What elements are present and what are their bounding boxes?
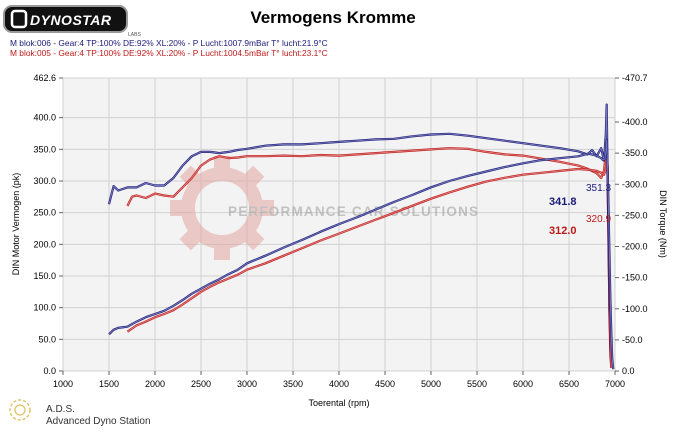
y-tick-label: 400.0	[33, 113, 56, 123]
run2_power-highlight	[127, 148, 612, 368]
y2-tick-label: -250.0	[622, 210, 648, 220]
y2-tick-label: 0.0	[622, 366, 635, 376]
value-label-run1: 351.3	[586, 183, 611, 194]
chart-title: Vermogens Kromme	[250, 8, 415, 27]
y-tick-label: 350.0	[33, 144, 56, 154]
value-label-run1: 341.8	[549, 196, 577, 208]
logo-text: DYNOSTAR	[30, 12, 112, 28]
x-tick-label: 4000	[329, 379, 349, 389]
y2-tick-label: -470.7	[622, 73, 648, 83]
y-tick-label: 50.0	[38, 334, 56, 344]
ads-logo: A.D.S. Advanced Dyno Station	[9, 399, 151, 427]
x-tick-label: 2500	[191, 379, 211, 389]
y-tick-label: 200.0	[33, 239, 56, 249]
run1_power-highlight	[108, 139, 614, 370]
value-label-run2: 320.9	[586, 214, 611, 225]
x-tick-label: 2000	[145, 379, 165, 389]
y2-tick-label: -350.0	[622, 148, 648, 158]
x-axis-title: Toerental (rpm)	[308, 398, 369, 408]
y-tick-label: 250.0	[33, 208, 56, 218]
watermark-text: PERFORMANCE CAR SOLUTIONS	[228, 204, 479, 219]
y2-tick-label: -300.0	[622, 179, 648, 189]
x-tick-label: 1500	[99, 379, 119, 389]
dynostar-logo: DYNOSTAR LABS	[3, 5, 141, 38]
y2-tick-label: -100.0	[622, 304, 648, 314]
y-tick-label: 150.0	[33, 271, 56, 281]
y2-axis-title: DIN Torque (Nm)	[658, 190, 668, 258]
axis-ticks: 1000 1500 2000 2500 3000 3500 4000 4500 5000 5500…	[33, 73, 647, 389]
run1-label: M blok:006 - Gear:4 TP:100% DE:92% XL:20…	[10, 38, 328, 48]
x-tick-label: 6000	[513, 379, 533, 389]
y-axis-title: DIN Motor Vermogen (pk)	[11, 173, 21, 276]
ads-emblem-icon	[9, 399, 31, 421]
y2-tick-label: -400.0	[622, 117, 648, 127]
y-tick-label: 300.0	[33, 176, 56, 186]
y2-tick-label: -200.0	[622, 242, 648, 252]
watermark: PERFORMANCE CAR SOLUTIONS	[170, 156, 479, 260]
ads-long: Advanced Dyno Station	[46, 416, 151, 427]
x-tick-label: 5000	[421, 379, 441, 389]
x-tick-label: 1000	[53, 379, 73, 389]
ads-short: A.D.S.	[46, 404, 75, 415]
run2_torque-highlight	[126, 143, 612, 368]
y2-tick-label: -50.0	[622, 335, 643, 345]
x-tick-label: 6500	[559, 379, 579, 389]
value-labels: 341.8 312.0 351.3 320.9	[549, 183, 611, 237]
y-tick-label: 0.0	[43, 366, 56, 376]
gear-icon	[170, 156, 274, 260]
logo-subtext: LABS	[128, 32, 141, 38]
x-tick-label: 3500	[283, 379, 303, 389]
x-tick-label: 4500	[375, 379, 395, 389]
y-tick-label: 100.0	[33, 303, 56, 313]
y2-tick-label: -150.0	[622, 273, 648, 283]
run2-label: M blok:005 - Gear:4 TP:100% DE:92% XL:20…	[10, 48, 328, 58]
x-tick-label: 3000	[237, 379, 257, 389]
x-tick-label: 5500	[467, 379, 487, 389]
value-label-run2: 312.0	[549, 225, 577, 237]
series-layer	[107, 103, 615, 370]
x-tick-label: 7000	[605, 379, 625, 389]
y-tick-label: 462.6	[33, 73, 56, 83]
